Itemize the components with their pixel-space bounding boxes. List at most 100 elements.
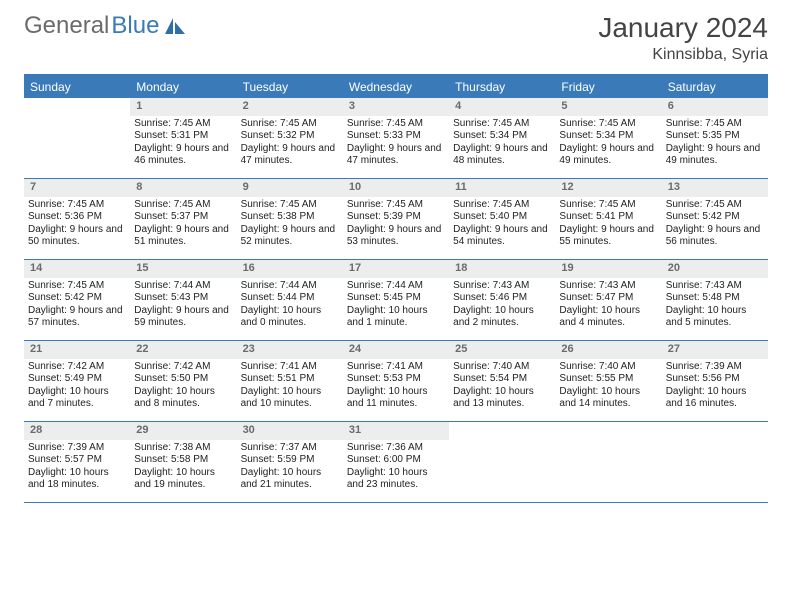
daylight-line: Daylight: 9 hours and 47 minutes. xyxy=(241,143,339,168)
day-number: 29 xyxy=(130,422,236,440)
sunrise-line: Sunrise: 7:39 AM xyxy=(666,361,764,374)
location-label: Kinnsibba, Syria xyxy=(598,46,768,64)
day-number: 25 xyxy=(449,341,555,359)
sunset-line: Sunset: 5:33 PM xyxy=(347,130,445,143)
sunset-line: Sunset: 5:45 PM xyxy=(347,292,445,305)
daylight-line: Daylight: 9 hours and 48 minutes. xyxy=(453,143,551,168)
calendar-cell: 9Sunrise: 7:45 AMSunset: 5:38 PMDaylight… xyxy=(237,179,343,259)
calendar-cell: 11Sunrise: 7:45 AMSunset: 5:40 PMDayligh… xyxy=(449,179,555,259)
calendar-cell: 6Sunrise: 7:45 AMSunset: 5:35 PMDaylight… xyxy=(662,98,768,178)
sunrise-line: Sunrise: 7:45 AM xyxy=(134,199,232,212)
day-number: 2 xyxy=(237,98,343,116)
sunset-line: Sunset: 5:50 PM xyxy=(134,373,232,386)
day-number: 18 xyxy=(449,260,555,278)
day-number: 26 xyxy=(555,341,661,359)
calendar-cell: 17Sunrise: 7:44 AMSunset: 5:45 PMDayligh… xyxy=(343,260,449,340)
calendar-cell: 13Sunrise: 7:45 AMSunset: 5:42 PMDayligh… xyxy=(662,179,768,259)
calendar-cell: 7Sunrise: 7:45 AMSunset: 5:36 PMDaylight… xyxy=(24,179,130,259)
calendar-cell: 22Sunrise: 7:42 AMSunset: 5:50 PMDayligh… xyxy=(130,341,236,421)
calendar-cell: 14Sunrise: 7:45 AMSunset: 5:42 PMDayligh… xyxy=(24,260,130,340)
calendar-cell: 8Sunrise: 7:45 AMSunset: 5:37 PMDaylight… xyxy=(130,179,236,259)
sunset-line: Sunset: 5:55 PM xyxy=(559,373,657,386)
weekday-header: Wednesday xyxy=(343,76,449,98)
sunrise-line: Sunrise: 7:41 AM xyxy=(241,361,339,374)
daylight-line: Daylight: 10 hours and 1 minute. xyxy=(347,305,445,330)
calendar-cell: 16Sunrise: 7:44 AMSunset: 5:44 PMDayligh… xyxy=(237,260,343,340)
sunset-line: Sunset: 5:57 PM xyxy=(28,454,126,467)
sunrise-line: Sunrise: 7:45 AM xyxy=(666,118,764,131)
sunset-line: Sunset: 5:40 PM xyxy=(453,211,551,224)
sunset-line: Sunset: 5:42 PM xyxy=(666,211,764,224)
day-number: 31 xyxy=(343,422,449,440)
sunrise-line: Sunrise: 7:39 AM xyxy=(28,442,126,455)
daylight-line: Daylight: 10 hours and 16 minutes. xyxy=(666,386,764,411)
daylight-line: Daylight: 9 hours and 59 minutes. xyxy=(134,305,232,330)
calendar-week: 21Sunrise: 7:42 AMSunset: 5:49 PMDayligh… xyxy=(24,341,768,422)
sunset-line: Sunset: 5:41 PM xyxy=(559,211,657,224)
calendar-cell xyxy=(662,422,768,502)
sunset-line: Sunset: 5:32 PM xyxy=(241,130,339,143)
calendar-week: 14 Sunrise: 7:45 AMSunset: 5:42 PM Dayligh… xyxy=(24,260,768,341)
daylight-line: Daylight: 10 hours and 21 minutes. xyxy=(241,467,339,492)
sunrise-line: Sunrise: 7:45 AM xyxy=(453,199,551,212)
day-number: 28 xyxy=(24,422,130,440)
calendar-cell: 4Sunrise: 7:45 AMSunset: 5:34 PMDaylight… xyxy=(449,98,555,178)
calendar-cell: 26Sunrise: 7:40 AMSunset: 5:55 PMDayligh… xyxy=(555,341,661,421)
calendar-cell: 31Sunrise: 7:36 AMSunset: 6:00 PMDayligh… xyxy=(343,422,449,502)
day-number: 20 xyxy=(662,260,768,278)
sunrise-line: Sunrise: 7:37 AM xyxy=(241,442,339,455)
sunset-line: Sunset: 5:54 PM xyxy=(453,373,551,386)
title-block: January 2024 Kinnsibba, Syria xyxy=(598,12,768,64)
calendar-cell: 5Sunrise: 7:45 AMSunset: 5:34 PMDaylight… xyxy=(555,98,661,178)
sunset-line: Sunset: 5:39 PM xyxy=(347,211,445,224)
sunset-line: Sunset: 5:34 PM xyxy=(453,130,551,143)
day-number: 3 xyxy=(343,98,449,116)
day-number: 14 xyxy=(24,260,130,278)
day-number: 15 xyxy=(130,260,236,278)
sunrise-line: Sunrise: 7:43 AM xyxy=(559,280,657,293)
sunrise-line: Sunrise: 7:45 AM xyxy=(134,118,232,131)
daylight-line: Daylight: 9 hours and 56 minutes. xyxy=(666,224,764,249)
sunrise-line: Sunrise: 7:38 AM xyxy=(134,442,232,455)
brand-part1: General xyxy=(24,12,109,40)
sunset-line: Sunset: 5:34 PM xyxy=(559,130,657,143)
brand-part2: Blue xyxy=(111,12,159,40)
sunset-line: Sunset: 5:49 PM xyxy=(28,373,126,386)
sail-icon xyxy=(163,16,187,36)
calendar-cell: 10Sunrise: 7:45 AMSunset: 5:39 PMDayligh… xyxy=(343,179,449,259)
calendar-cell: 21Sunrise: 7:42 AMSunset: 5:49 PMDayligh… xyxy=(24,341,130,421)
calendar-week: 7Sunrise: 7:45 AMSunset: 5:36 PMDaylight… xyxy=(24,179,768,260)
sunrise-line: Sunrise: 7:42 AM xyxy=(28,361,126,374)
sunset-line: Sunset: 5:46 PM xyxy=(453,292,551,305)
sunset-line: Sunset: 5:38 PM xyxy=(241,211,339,224)
sunrise-line: Sunrise: 7:44 AM xyxy=(241,280,339,293)
sunrise-line: Sunrise: 7:45 AM xyxy=(347,118,445,131)
daylight-line: Daylight: 9 hours and 50 minutes. xyxy=(28,224,126,249)
sunrise-line: Sunrise: 7:45 AM xyxy=(28,199,126,212)
day-number: 23 xyxy=(237,341,343,359)
calendar: Sunday Monday Tuesday Wednesday Thursday… xyxy=(24,74,768,503)
calendar-cell: 1Sunrise: 7:45 AMSunset: 5:31 PMDaylight… xyxy=(130,98,236,178)
day-number: 13 xyxy=(662,179,768,197)
weekday-header: Tuesday xyxy=(237,76,343,98)
sunrise-line: Sunrise: 7:45 AM xyxy=(28,280,126,293)
calendar-week: 28 Sunrise: 7:39 AMSunset: 5:57 PM Dayligh… xyxy=(24,422,768,503)
calendar-cell xyxy=(449,422,555,502)
calendar-cell xyxy=(24,98,130,178)
sunset-line: Sunset: 5:42 PM xyxy=(28,292,126,305)
day-number xyxy=(555,422,661,426)
month-title: January 2024 xyxy=(598,12,768,44)
sunrise-line: Sunrise: 7:43 AM xyxy=(666,280,764,293)
sunrise-line: Sunrise: 7:45 AM xyxy=(241,199,339,212)
sunrise-line: Sunrise: 7:45 AM xyxy=(241,118,339,131)
daylight-line: Daylight: 10 hours and 13 minutes. xyxy=(453,386,551,411)
daylight-line: Daylight: 10 hours and 10 minutes. xyxy=(241,386,339,411)
daylight-line: Daylight: 10 hours and 14 minutes. xyxy=(559,386,657,411)
weekday-header: Saturday xyxy=(662,76,768,98)
calendar-week: 1Sunrise: 7:45 AMSunset: 5:31 PMDaylight… xyxy=(24,98,768,179)
weekday-header-row: Sunday Monday Tuesday Wednesday Thursday… xyxy=(24,76,768,98)
weekday-header: Thursday xyxy=(449,76,555,98)
daylight-line: Daylight: 10 hours and 5 minutes. xyxy=(666,305,764,330)
calendar-cell: 2 Sunrise: 7:45 AMSunset: 5:32 PMDaylight… xyxy=(237,98,343,178)
calendar-cell: 24Sunrise: 7:41 AMSunset: 5:53 PMDayligh… xyxy=(343,341,449,421)
